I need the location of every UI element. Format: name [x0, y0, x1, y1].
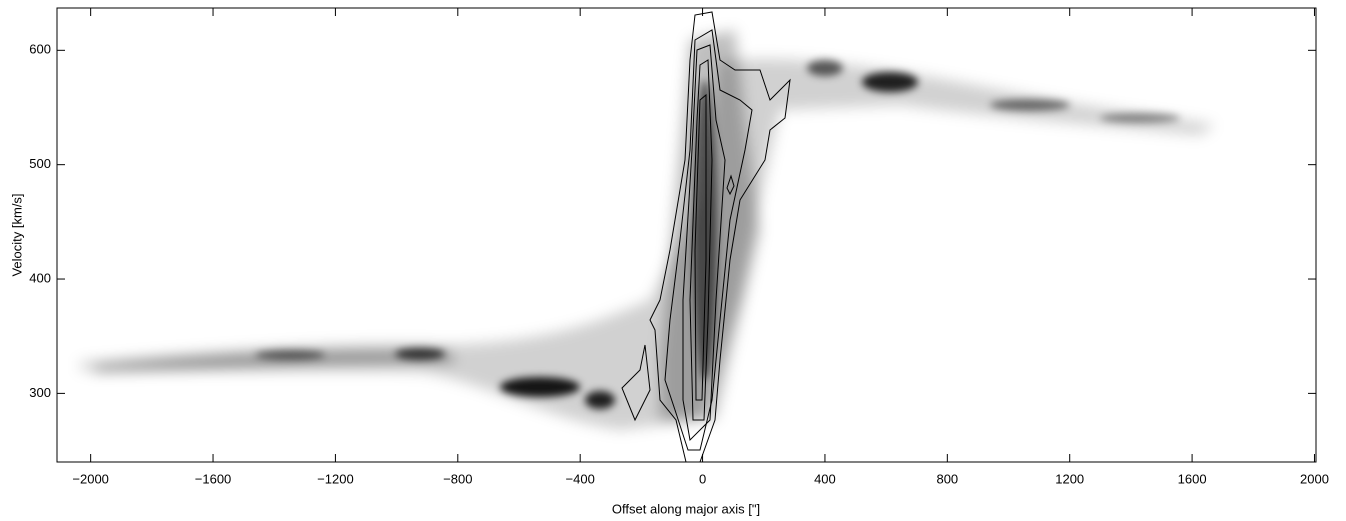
y-tick-label: 500 [29, 156, 51, 171]
x-tick-label: 0 [699, 471, 706, 486]
y-tick-label: 600 [29, 42, 51, 57]
x-axis-title: Offset along major axis ["] [612, 501, 760, 516]
y-tick-label: 400 [29, 270, 51, 285]
x-tick-label: −1200 [317, 471, 354, 486]
x-tick-label: −2000 [72, 471, 109, 486]
x-tick-label: 2000 [1300, 471, 1329, 486]
x-tick-label: −800 [443, 471, 472, 486]
x-tick-label: 1200 [1055, 471, 1084, 486]
x-tick-label: −1600 [195, 471, 232, 486]
x-tick-label: 400 [814, 471, 836, 486]
x-tick-label: 800 [936, 471, 958, 486]
y-tick-label: 300 [29, 385, 51, 400]
contours [621, 11, 791, 463]
x-tick-label: −400 [566, 471, 595, 486]
x-tick-label: 1600 [1178, 471, 1207, 486]
y-axis-title: Velocity [km/s] [9, 193, 24, 276]
plot-frame [56, 7, 1317, 463]
